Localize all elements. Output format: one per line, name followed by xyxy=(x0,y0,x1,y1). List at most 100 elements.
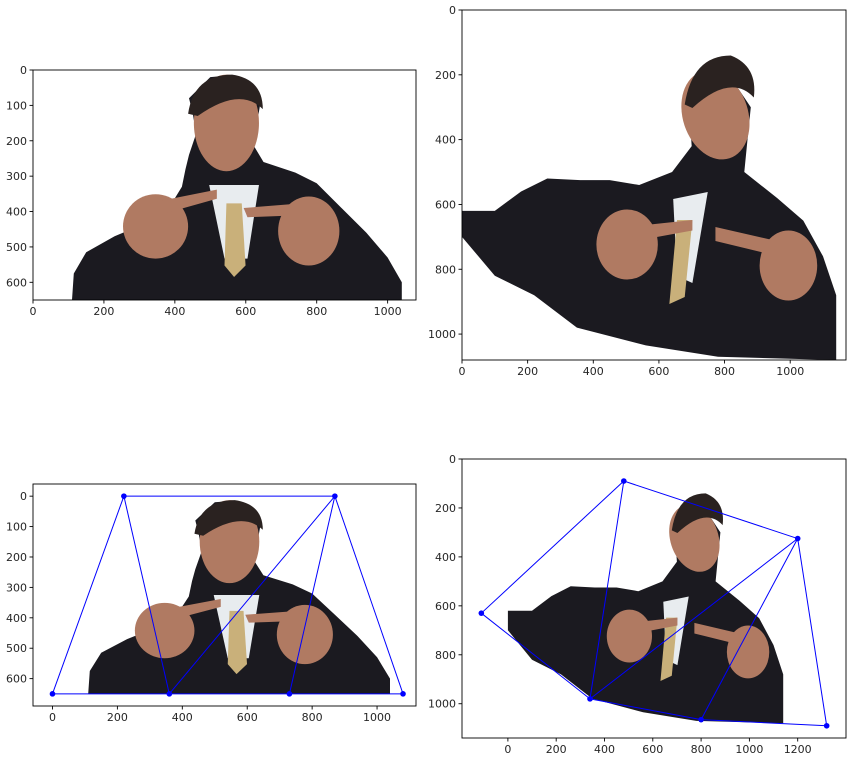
mesh-edge xyxy=(123,496,170,694)
y-tick-label: 1000 xyxy=(428,698,456,711)
mesh-point xyxy=(49,691,56,697)
x-tick-label: 200 xyxy=(93,305,114,318)
y-tick-label: 200 xyxy=(435,502,456,515)
x-tick-label: 400 xyxy=(594,743,615,756)
right-finger xyxy=(715,227,777,255)
portrait-image xyxy=(462,55,837,360)
right-finger xyxy=(245,610,305,623)
x-tick-label: 800 xyxy=(714,365,735,378)
y-tick-label: 0 xyxy=(449,453,456,466)
y-tick-label: 500 xyxy=(6,642,27,655)
mesh-point xyxy=(621,478,627,484)
portrait-image xyxy=(88,500,390,694)
tie xyxy=(669,220,693,304)
y-tick-label: 100 xyxy=(6,99,27,112)
mesh-edge xyxy=(589,480,625,699)
axes-frame xyxy=(32,69,417,301)
y-tick-label: 400 xyxy=(435,551,456,564)
mesh-edge xyxy=(589,698,702,721)
mesh-point xyxy=(332,493,338,499)
mesh-point xyxy=(587,696,593,702)
plot-area xyxy=(462,55,837,360)
x-tick-label: 400 xyxy=(172,711,193,724)
y-tick-label: 0 xyxy=(20,64,27,77)
portrait-image xyxy=(507,493,784,724)
axes-frame xyxy=(32,483,417,707)
x-tick-label: 600 xyxy=(648,365,669,378)
y-tick-label: 600 xyxy=(435,600,456,613)
mesh-point xyxy=(286,691,293,697)
y-tick-label: 200 xyxy=(435,69,456,82)
y-tick-label: 400 xyxy=(435,134,456,147)
left-hand xyxy=(596,209,658,280)
x-tick-label: 600 xyxy=(642,743,663,756)
x-tick-label: 1000 xyxy=(776,365,804,378)
x-tick-label: 400 xyxy=(164,305,185,318)
y-tick-label: 600 xyxy=(6,276,27,289)
right-finger xyxy=(243,203,309,218)
x-tick-label: 800 xyxy=(691,743,712,756)
y-tick-label: 500 xyxy=(6,241,27,254)
left-finger xyxy=(629,617,678,634)
x-tick-label: 1000 xyxy=(363,711,391,724)
portrait-image xyxy=(72,74,402,300)
axes-bottom-left: 0 200 400 600 800 1000 0 100 200 300 400 500 600 xyxy=(6,483,417,724)
mesh-point xyxy=(823,722,830,729)
mesh-edge xyxy=(623,480,798,540)
plot-area xyxy=(49,493,406,697)
mesh-edge xyxy=(701,719,827,727)
y-tick-label: 300 xyxy=(6,581,27,594)
y-tick-label: 200 xyxy=(6,135,27,148)
mesh-point xyxy=(400,691,406,697)
mesh-point xyxy=(121,493,127,499)
x-tick-label: 1000 xyxy=(374,305,402,318)
mesh-edge xyxy=(700,538,799,720)
axes-frame xyxy=(461,458,847,739)
x-tick-label: 400 xyxy=(583,365,604,378)
mesh-edge xyxy=(481,612,591,700)
x-tick-label: 1200 xyxy=(784,743,812,756)
y-tick-label: 400 xyxy=(6,612,27,625)
y-tick-label: 200 xyxy=(6,551,27,564)
y-tick-label: 400 xyxy=(6,206,27,219)
tie xyxy=(224,203,246,277)
x-tick-label: 600 xyxy=(237,711,258,724)
axes-top-left: 0 200 400 600 800 1000 0 100 200 300 400 500 600 xyxy=(6,64,417,318)
tie xyxy=(227,610,248,675)
mesh-point xyxy=(698,716,704,723)
x-tick-label: 200 xyxy=(546,743,567,756)
mesh-point xyxy=(166,691,173,697)
y-tick-label: 100 xyxy=(6,521,27,534)
mesh-edge xyxy=(797,538,828,726)
x-tick-label: 0 xyxy=(459,365,466,378)
x-tick-label: 0 xyxy=(504,743,511,756)
left-finger xyxy=(157,598,221,621)
y-tick-label: 0 xyxy=(449,4,456,17)
mesh-edge xyxy=(480,480,625,614)
mesh-edge xyxy=(589,538,799,700)
x-tick-label: 1000 xyxy=(735,743,763,756)
hair xyxy=(684,55,755,108)
right-finger xyxy=(694,622,740,645)
mesh-point xyxy=(478,610,485,616)
left-hand xyxy=(606,609,652,663)
x-tick-label: 800 xyxy=(302,711,323,724)
hair xyxy=(671,493,723,534)
tie xyxy=(660,617,678,682)
x-tick-label: 200 xyxy=(107,711,128,724)
x-tick-label: 0 xyxy=(49,711,56,724)
plot-area xyxy=(478,478,830,729)
axes-top-right: 0 200 400 600 800 1000 0 200 400 600 800 1000 xyxy=(428,4,847,378)
x-tick-label: 0 xyxy=(30,305,37,318)
y-tick-label: 600 xyxy=(435,198,456,211)
mesh-edge xyxy=(334,496,404,694)
mesh-edge xyxy=(288,496,336,694)
mesh-edge xyxy=(168,495,336,695)
left-finger xyxy=(147,189,217,215)
hair xyxy=(188,74,263,116)
plot-area xyxy=(72,74,402,300)
triangle-mesh xyxy=(478,478,830,729)
axes-frame xyxy=(461,9,847,361)
mesh-edge xyxy=(52,495,125,695)
